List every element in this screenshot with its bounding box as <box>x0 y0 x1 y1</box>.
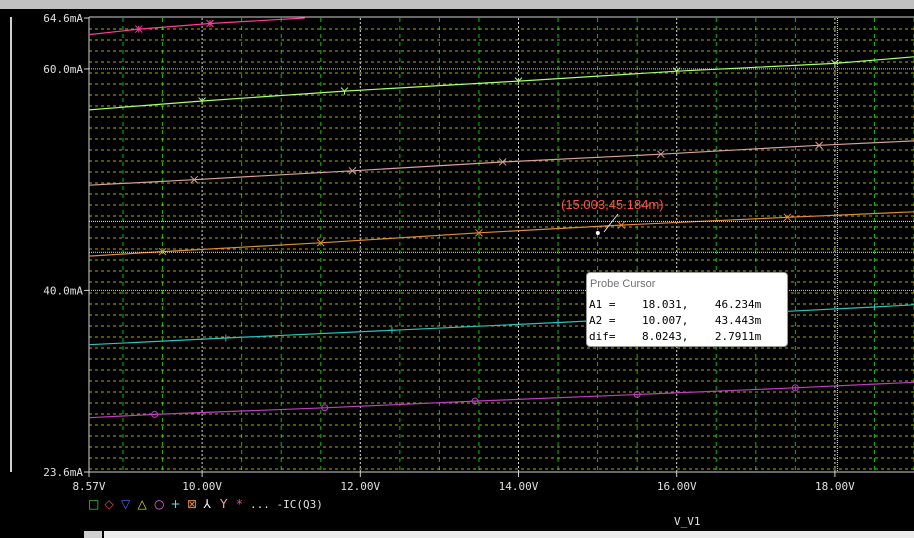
series-line-0 <box>88 381 914 419</box>
marker-y <box>344 87 349 92</box>
probe-cursor-crosshair <box>89 18 914 472</box>
marker-x <box>475 228 483 237</box>
plot-series <box>88 17 914 419</box>
annotation-leader <box>603 213 619 233</box>
marker-y <box>201 97 206 102</box>
horizontal-scrollbar[interactable] <box>104 531 914 538</box>
marker-y <box>831 59 836 64</box>
marker-circle <box>471 397 479 405</box>
series-line-4 <box>88 56 914 111</box>
row-x: 18.031, <box>642 298 689 311</box>
probe-cursor-row-a1: A1 = 18.031, 46.234m <box>589 298 761 311</box>
cursor-annotation: (15.003,45.184m) <box>561 197 664 212</box>
marker-y <box>340 87 345 92</box>
x-tick-label: 8.57V <box>72 480 105 493</box>
marker-x <box>190 175 199 184</box>
marker-star <box>206 19 214 28</box>
marker-circle <box>633 390 641 398</box>
legend-symbol: □ <box>88 497 99 511</box>
probe-cursor-row-a2: A2 = 10.007, 43.443m <box>589 314 761 327</box>
plot-grid <box>89 18 914 472</box>
legend-symbol: △ <box>138 497 148 511</box>
marker-y <box>514 77 519 82</box>
marker-x <box>348 166 357 175</box>
row-label: A1 = <box>589 298 616 311</box>
marker-circle <box>151 410 159 418</box>
row-x: 8.0243, <box>642 330 689 343</box>
legend-symbol: ○ <box>154 497 164 511</box>
marker-x <box>316 238 325 247</box>
marker-y <box>198 97 203 102</box>
marker-circle <box>791 384 799 392</box>
legend-symbol: ◇ <box>105 497 115 511</box>
x-tick-label: 18.00V <box>815 480 855 493</box>
legend-symbol: + <box>171 497 181 511</box>
probe-cursor-title: Probe Cursor <box>590 278 656 290</box>
plot-frame <box>10 16 914 473</box>
probe-cursor-panel[interactable]: Probe Cursor A1 = 18.031, 46.234m A2 = 1… <box>586 272 788 347</box>
left-edge-bar <box>10 17 12 472</box>
y-tick-label: 64.6mA <box>43 12 83 25</box>
x-tick-label: 16.00V <box>657 480 697 493</box>
row-y: 43.443m <box>714 314 762 327</box>
row-y: 2.7911m <box>714 330 762 343</box>
row-label: dif= <box>589 330 616 343</box>
plot-tick-labels: 23.6mA 40.0mA 60.0mA 64.6mA 8.57V 10.00V 12.00… <box>43 12 855 493</box>
legend-symbol: ⊠ <box>187 497 197 511</box>
marker-y <box>672 67 678 72</box>
x-tick-label: 10.00V <box>182 480 222 493</box>
marker-x <box>783 213 792 222</box>
x-axis-label: V_V1 <box>674 515 701 528</box>
marker-x <box>498 158 507 166</box>
marker-star <box>134 25 143 33</box>
x-tick-label: 14.00V <box>499 480 539 493</box>
y-tick-label: 23.6mA <box>43 466 83 479</box>
y-tick-label: 60.0mA <box>43 63 83 76</box>
trace-legend: □ ◇ ▽ △ ○ + ⊠ ⅄ Y * <box>88 497 243 511</box>
window-top-bar <box>0 0 914 9</box>
marker-x <box>617 221 626 229</box>
series-line-2 <box>88 211 914 257</box>
row-x: 10.007, <box>642 314 689 327</box>
marker-y <box>676 67 681 72</box>
y-tick-label: 40.0mA <box>43 284 83 297</box>
series-line-1 <box>88 304 914 346</box>
legend-symbol: ▽ <box>121 497 131 511</box>
probe-cursor-row-dif: dif= 8.0243, 2.7911m <box>589 330 761 343</box>
annotation-point <box>595 230 600 235</box>
marker-circle <box>321 404 329 412</box>
row-y: 46.234m <box>714 298 762 311</box>
x-tick-label: 12.00V <box>340 480 380 493</box>
scrollbar-arrow[interactable] <box>84 531 102 538</box>
legend-symbol: ⅄ <box>203 497 212 511</box>
row-label: A2 = <box>589 314 616 327</box>
marker-x <box>657 150 665 159</box>
marker-y <box>518 77 523 82</box>
series-line-5 <box>88 17 305 36</box>
legend-trace-label: ... -IC(Q3) <box>250 498 323 511</box>
marker-x <box>815 141 823 150</box>
legend-symbol: * <box>237 497 243 511</box>
legend-symbol: Y <box>219 497 228 511</box>
marker-x <box>158 247 167 256</box>
